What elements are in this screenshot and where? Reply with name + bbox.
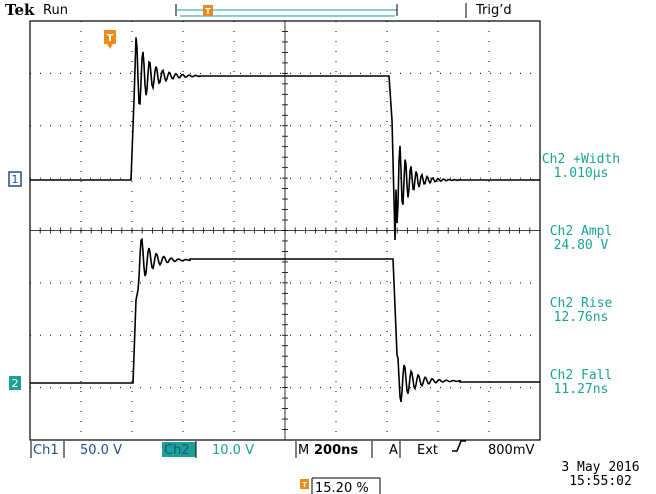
- trigger-status: Trig’d: [475, 3, 512, 18]
- brand-logo: Tek: [5, 1, 35, 19]
- date-time: 3 May 2016 15:55:02: [545, 461, 656, 489]
- date-label: 3 May 2016: [561, 460, 640, 475]
- status-bar: Ch1 50.0 V Ch2 10.0 V M 200ns A Ext 800m…: [30, 440, 534, 458]
- trigger-position-value: 15.20 %: [315, 481, 369, 494]
- measurement-value: 24.80 V: [553, 238, 609, 253]
- svg-text:T: T: [107, 33, 114, 44]
- trigger-level[interactable]: 800mV: [488, 443, 534, 458]
- measurement-label: Ch2 Rise: [549, 296, 613, 311]
- ch1-waveform: [30, 37, 540, 241]
- svg-text:T: T: [205, 7, 211, 16]
- ch1-ground-marker[interactable]: 1: [8, 171, 22, 187]
- ch1-marker-label: 1: [12, 173, 19, 186]
- ch2-scale[interactable]: 10.0 V: [212, 443, 254, 458]
- trigger-prefix: A: [389, 443, 398, 458]
- measurement-value: 11.27ns: [553, 382, 609, 397]
- measurement-value: 12.76ns: [553, 310, 609, 325]
- timebase-prefix: M: [298, 443, 309, 458]
- ch2-waveform: [30, 237, 540, 403]
- time-label: 15:55:02: [569, 474, 632, 489]
- measurement-ch2-width: Ch2 +Width 1.010µs: [526, 153, 636, 181]
- record-trigger-marker-icon: T: [203, 5, 213, 16]
- ch1-scale[interactable]: 50.0 V: [80, 443, 122, 458]
- measurement-ch2-rise: Ch2 Rise 12.76ns: [526, 297, 636, 325]
- ch2-label[interactable]: Ch2: [164, 443, 190, 458]
- ch2-label-bg: [162, 442, 196, 457]
- trigger-position-readout[interactable]: T 15.20 %: [300, 477, 381, 494]
- graticule: [29, 20, 541, 441]
- measurement-label: Ch2 Fall: [549, 368, 613, 383]
- svg-text:T: T: [302, 481, 307, 489]
- timebase-scale[interactable]: 200ns: [314, 443, 358, 458]
- measurement-label: Ch2 Ampl: [549, 224, 613, 239]
- trigger-position-marker-icon[interactable]: T: [104, 30, 116, 49]
- trigger-source[interactable]: Ext: [417, 443, 438, 458]
- ch2-ground-marker[interactable]: 2: [9, 376, 21, 390]
- measurement-value: 1.010µs: [553, 166, 609, 181]
- run-state: Run: [43, 3, 68, 18]
- measurement-ch2-fall: Ch2 Fall 11.27ns: [526, 369, 636, 397]
- rising-edge-icon: [452, 440, 466, 452]
- ch1-label[interactable]: Ch1: [33, 443, 59, 458]
- measurement-label: Ch2 +Width: [541, 152, 621, 167]
- measurement-ch2-ampl: Ch2 Ampl 24.80 V: [526, 225, 636, 253]
- ch2-marker-label: 2: [12, 377, 19, 390]
